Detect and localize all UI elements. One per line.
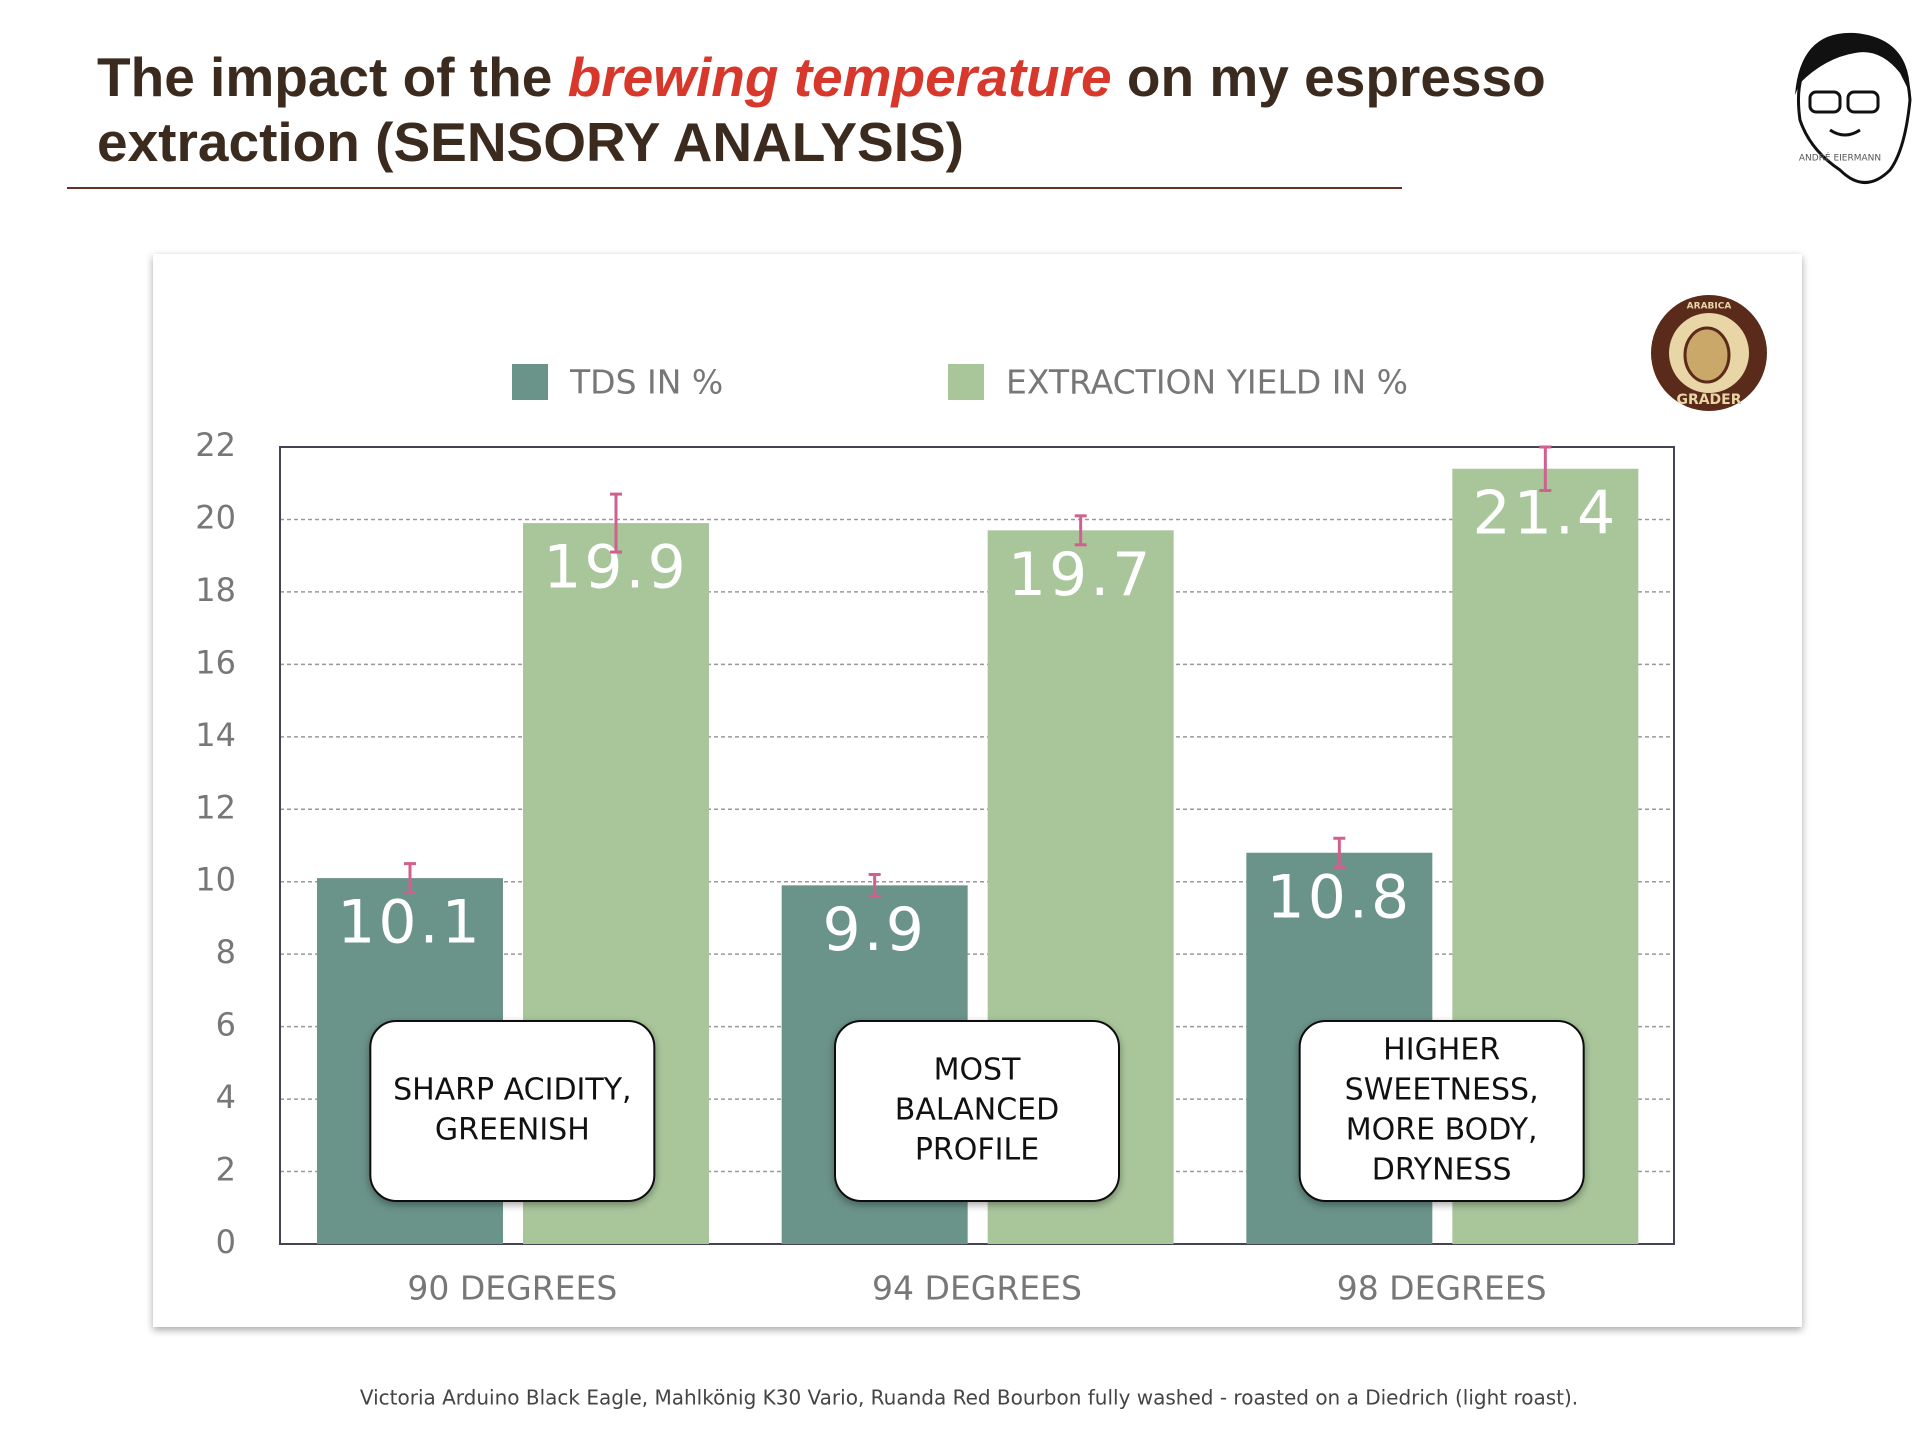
annotation-text: MORE BODY,	[1346, 1113, 1538, 1148]
y-tick-label: 0	[216, 1223, 236, 1261]
logo-top: ARABICA	[1687, 302, 1732, 312]
x-tick-label: 94 DEGREES	[872, 1269, 1082, 1308]
x-tick-label: 98 DEGREES	[1337, 1269, 1547, 1308]
legend-label: TDS IN %	[569, 363, 723, 402]
annotation-text: DRYNESS	[1372, 1153, 1512, 1188]
annotation-box	[1298, 1020, 1585, 1202]
y-tick-label: 22	[195, 426, 236, 464]
y-tick-label: 2	[216, 1151, 236, 1189]
title-part: on my espresso	[1112, 46, 1546, 108]
y-tick-label: 6	[216, 1006, 236, 1044]
y-tick-label: 18	[195, 571, 236, 609]
legend-swatch	[948, 364, 984, 400]
plot-frame	[279, 446, 1675, 1245]
y-tick-label: 10	[195, 861, 236, 899]
error-bar	[868, 872, 881, 898]
annotation-text: BALANCED	[895, 1093, 1059, 1128]
annotation-text: MOST	[934, 1053, 1022, 1088]
data-label: 9.9	[822, 895, 926, 965]
x-tick-label: 90 DEGREES	[407, 1269, 617, 1308]
logo-caption: ANDRÉ EIERMANN	[1799, 152, 1881, 164]
author-logo: ANDRÉ EIERMANN	[1795, 32, 1912, 184]
annotation-text: SHARP ACIDITY,	[393, 1073, 632, 1108]
title-highlight: brewing temperature	[568, 46, 1112, 108]
data-label: 10.8	[1267, 862, 1413, 932]
error-bar	[1074, 514, 1087, 547]
annotation-text: GREENISH	[435, 1113, 590, 1148]
y-tick-label: 8	[216, 933, 236, 971]
annotation-box	[369, 1020, 656, 1202]
grader-logo: ARABICA GRADER	[1651, 295, 1767, 411]
title-line-2: extraction (SENSORY ANALYSIS)	[97, 111, 964, 173]
error-bar	[1333, 836, 1346, 869]
legend-swatch	[512, 364, 548, 400]
error-bar	[610, 492, 622, 554]
legend-label: EXTRACTION YIELD IN %	[1006, 363, 1408, 402]
y-tick-label: 16	[195, 643, 236, 681]
y-tick-label: 4	[216, 1078, 236, 1116]
error-bar	[1539, 445, 1552, 492]
y-tick-label: 14	[195, 716, 236, 754]
y-tick-label: 20	[195, 498, 236, 536]
footnote: Victoria Arduino Black Eagle, Mahlkönig …	[360, 1386, 1578, 1410]
data-label: 10.1	[337, 888, 483, 958]
annotation-text: PROFILE	[915, 1133, 1039, 1168]
annotation-text: SWEETNESS,	[1345, 1073, 1539, 1108]
annotation-box	[834, 1020, 1120, 1202]
logo-bottom: GRADER	[1676, 392, 1741, 408]
title-line-1: The impact of the brewing temperature on…	[97, 46, 1546, 108]
title-part: The impact of the	[97, 46, 568, 108]
y-tick-label: 12	[195, 788, 236, 826]
error-bar	[404, 862, 416, 895]
data-label: 19.7	[1008, 540, 1154, 610]
annotation-text: HIGHER	[1383, 1033, 1500, 1068]
